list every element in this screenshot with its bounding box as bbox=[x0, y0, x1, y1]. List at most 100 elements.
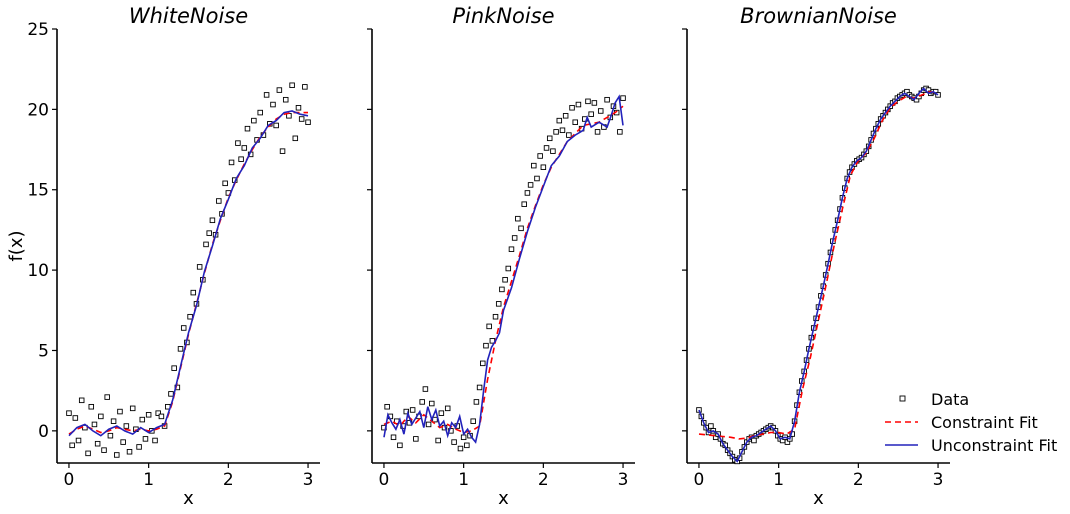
x-tick-label: 2 bbox=[853, 470, 864, 490]
unconstraint-fit-line bbox=[383, 94, 624, 444]
data-point bbox=[168, 391, 174, 397]
data-point bbox=[502, 277, 508, 283]
data-point bbox=[572, 119, 578, 125]
data-point bbox=[508, 246, 515, 252]
data-point bbox=[104, 394, 110, 400]
data-point bbox=[270, 101, 276, 108]
data-point bbox=[588, 111, 594, 117]
legend-label: Constraint Fit bbox=[931, 413, 1038, 432]
data-point bbox=[435, 437, 441, 444]
data-point bbox=[129, 405, 136, 412]
data-point bbox=[302, 84, 308, 90]
data-point bbox=[438, 410, 445, 416]
data-point bbox=[566, 132, 572, 138]
data-point bbox=[114, 452, 120, 458]
data-point bbox=[476, 384, 483, 391]
data-point bbox=[139, 416, 146, 423]
x-axis-label: x bbox=[813, 488, 824, 509]
subplot-0: WhiteNoise 0 1 2 3 0 5 10 15 20 25 x f(x) bbox=[6, 4, 320, 509]
data-point bbox=[499, 286, 505, 293]
data-point bbox=[425, 421, 432, 428]
data-point bbox=[85, 450, 91, 457]
data-point bbox=[521, 201, 527, 207]
data-point bbox=[473, 399, 480, 405]
data-point bbox=[216, 198, 222, 204]
data-point bbox=[409, 407, 416, 413]
x-tick-label: 3 bbox=[303, 470, 314, 490]
y-tick-label: 15 bbox=[27, 181, 49, 201]
x-tick-label: 3 bbox=[618, 470, 629, 490]
data-point bbox=[66, 410, 72, 416]
x-tick-label: 2 bbox=[223, 470, 234, 490]
data-point bbox=[559, 127, 566, 134]
data-point bbox=[451, 439, 457, 445]
data-point bbox=[276, 87, 283, 93]
data-point bbox=[235, 140, 241, 146]
data-point bbox=[289, 82, 295, 89]
data-point bbox=[98, 413, 104, 420]
x-tick-label: 1 bbox=[773, 470, 784, 490]
data-point bbox=[206, 230, 212, 236]
data-point bbox=[120, 439, 126, 445]
data-point bbox=[556, 117, 563, 124]
data-point bbox=[470, 418, 476, 424]
x-tick-label: 0 bbox=[694, 470, 705, 490]
x-tick-label: 0 bbox=[379, 470, 390, 490]
data-point bbox=[241, 145, 248, 151]
data-point bbox=[597, 108, 604, 114]
data-point bbox=[126, 448, 133, 455]
data-point bbox=[123, 423, 130, 429]
data-point bbox=[155, 410, 161, 416]
x-axis-label: x bbox=[183, 488, 194, 509]
data-point bbox=[177, 346, 184, 352]
data-point bbox=[390, 434, 397, 441]
data-point bbox=[457, 445, 464, 452]
data-point bbox=[91, 421, 98, 428]
data-point bbox=[251, 117, 257, 124]
data-point bbox=[203, 241, 209, 248]
data-point bbox=[575, 101, 582, 108]
data-point bbox=[72, 415, 79, 421]
y-tick-label: 10 bbox=[27, 261, 49, 281]
data-point bbox=[585, 98, 591, 105]
data-point bbox=[298, 116, 305, 122]
data-point bbox=[292, 135, 299, 142]
y-tick-label: 20 bbox=[27, 100, 49, 120]
x-tick-label: 1 bbox=[458, 470, 469, 490]
legend-marker-data bbox=[899, 395, 906, 402]
unconstraint-fit-line bbox=[698, 87, 939, 463]
data-point bbox=[935, 92, 941, 98]
data-point bbox=[486, 323, 492, 330]
x-tick-label: 2 bbox=[538, 470, 549, 490]
data-point bbox=[527, 182, 534, 188]
data-point bbox=[524, 190, 531, 196]
data-point bbox=[460, 434, 467, 441]
data-point bbox=[397, 442, 403, 449]
data-point bbox=[75, 437, 82, 444]
x-tick-label: 1 bbox=[143, 470, 154, 490]
data-point bbox=[483, 342, 489, 349]
data-point bbox=[537, 153, 543, 159]
data-point bbox=[282, 96, 289, 103]
data-point bbox=[432, 416, 438, 423]
y-tick-label: 0 bbox=[38, 422, 49, 442]
data-point bbox=[429, 400, 435, 407]
data-point bbox=[696, 407, 702, 413]
data-point bbox=[238, 156, 244, 162]
data-point bbox=[158, 413, 165, 420]
data-point bbox=[550, 148, 556, 154]
data-point bbox=[505, 265, 512, 272]
constraint-fit-line bbox=[68, 111, 308, 435]
chart-title: BrownianNoise bbox=[740, 4, 897, 28]
subplot-2: BrownianNoise 0 1 2 3 x bbox=[682, 4, 950, 509]
data-point bbox=[591, 100, 598, 106]
data-point bbox=[562, 113, 569, 119]
data-point bbox=[171, 365, 177, 371]
data-point bbox=[78, 397, 85, 404]
data-point bbox=[422, 386, 429, 392]
data-point bbox=[419, 399, 425, 405]
data-point bbox=[708, 423, 714, 429]
data-point bbox=[88, 403, 95, 410]
data-point bbox=[257, 109, 263, 116]
